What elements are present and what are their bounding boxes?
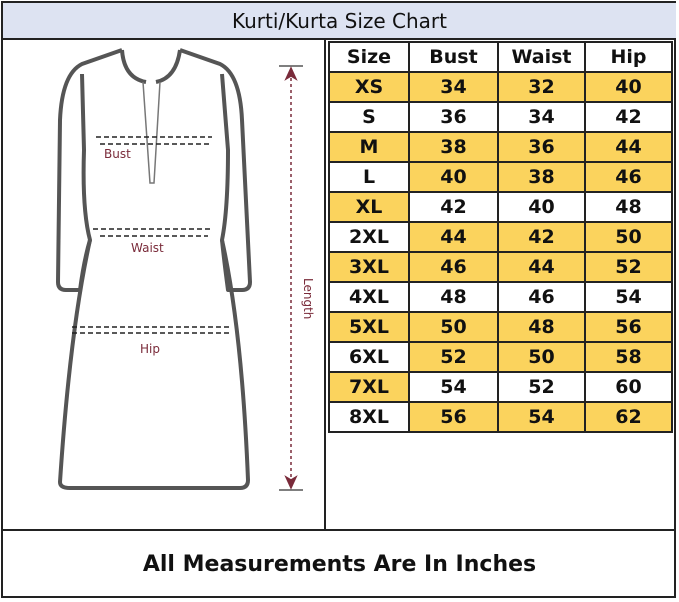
cell-hip: 56 [584, 311, 673, 343]
cell-size: 6XL [328, 341, 410, 373]
table-row: XS 34 32 40 [328, 71, 673, 103]
table-row: 8XL 56 54 62 [328, 401, 673, 433]
cell-bust: 46 [408, 251, 499, 283]
table-row: 6XL 52 50 58 [328, 341, 673, 373]
cell-size: 5XL [328, 311, 410, 343]
cell-bust: 56 [408, 401, 499, 433]
cell-waist: 38 [497, 161, 586, 193]
cell-bust: 50 [408, 311, 499, 343]
header-hip: Hip [584, 41, 673, 73]
length-label: Length [301, 278, 315, 320]
table-row: L 40 38 46 [328, 161, 673, 193]
cell-size: S [328, 101, 410, 133]
cell-bust: 36 [408, 101, 499, 133]
cell-size: L [328, 161, 410, 193]
cell-waist: 36 [497, 131, 586, 163]
cell-size: XS [328, 71, 410, 103]
cell-hip: 42 [584, 101, 673, 133]
table-row: M 38 36 44 [328, 131, 673, 163]
header-size: Size [328, 41, 410, 73]
cell-bust: 44 [408, 221, 499, 253]
cell-waist: 32 [497, 71, 586, 103]
cell-waist: 44 [497, 251, 586, 283]
table-row: S 36 34 42 [328, 101, 673, 133]
cell-hip: 44 [584, 131, 673, 163]
cell-size: 2XL [328, 221, 410, 253]
cell-bust: 42 [408, 191, 499, 223]
cell-hip: 40 [584, 71, 673, 103]
cell-size: XL [328, 191, 410, 223]
cell-hip: 52 [584, 251, 673, 283]
cell-bust: 34 [408, 71, 499, 103]
table-row: 7XL 54 52 60 [328, 371, 673, 403]
measurement-note: All Measurements Are In Inches [3, 529, 676, 598]
hip-label: Hip [140, 342, 160, 356]
cell-waist: 54 [497, 401, 586, 433]
cell-hip: 62 [584, 401, 673, 433]
table-row: 5XL 50 48 56 [328, 311, 673, 343]
cell-hip: 60 [584, 371, 673, 403]
cell-bust: 38 [408, 131, 499, 163]
cell-bust: 54 [408, 371, 499, 403]
cell-bust: 52 [408, 341, 499, 373]
kurta-diagram: Bust Waist Hip Length [3, 40, 326, 529]
cell-hip: 50 [584, 221, 673, 253]
cell-size: 8XL [328, 401, 410, 433]
page-title: Kurti/Kurta Size Chart [3, 3, 676, 40]
cell-waist: 40 [497, 191, 586, 223]
table-row: XL 42 40 48 [328, 191, 673, 223]
cell-waist: 34 [497, 101, 586, 133]
size-table: Size Bust Waist Hip XS 34 32 40 S 36 34 42 M 38 36… [328, 41, 673, 433]
cell-bust: 48 [408, 281, 499, 313]
cell-waist: 50 [497, 341, 586, 373]
table-header-row: Size Bust Waist Hip [328, 41, 673, 73]
cell-waist: 42 [497, 221, 586, 253]
cell-hip: 54 [584, 281, 673, 313]
cell-waist: 46 [497, 281, 586, 313]
cell-size: 4XL [328, 281, 410, 313]
header-waist: Waist [497, 41, 586, 73]
cell-hip: 58 [584, 341, 673, 373]
cell-size: 7XL [328, 371, 410, 403]
table-row: 4XL 48 46 54 [328, 281, 673, 313]
cell-waist: 48 [497, 311, 586, 343]
cell-hip: 48 [584, 191, 673, 223]
cell-bust: 40 [408, 161, 499, 193]
bust-label: Bust [104, 147, 131, 161]
waist-label: Waist [131, 241, 164, 255]
table-row: 2XL 44 42 50 [328, 221, 673, 253]
table-row: 3XL 46 44 52 [328, 251, 673, 283]
cell-size: 3XL [328, 251, 410, 283]
cell-waist: 52 [497, 371, 586, 403]
cell-hip: 46 [584, 161, 673, 193]
kurta-outline-icon [56, 48, 303, 491]
cell-size: M [328, 131, 410, 163]
header-bust: Bust [408, 41, 499, 73]
